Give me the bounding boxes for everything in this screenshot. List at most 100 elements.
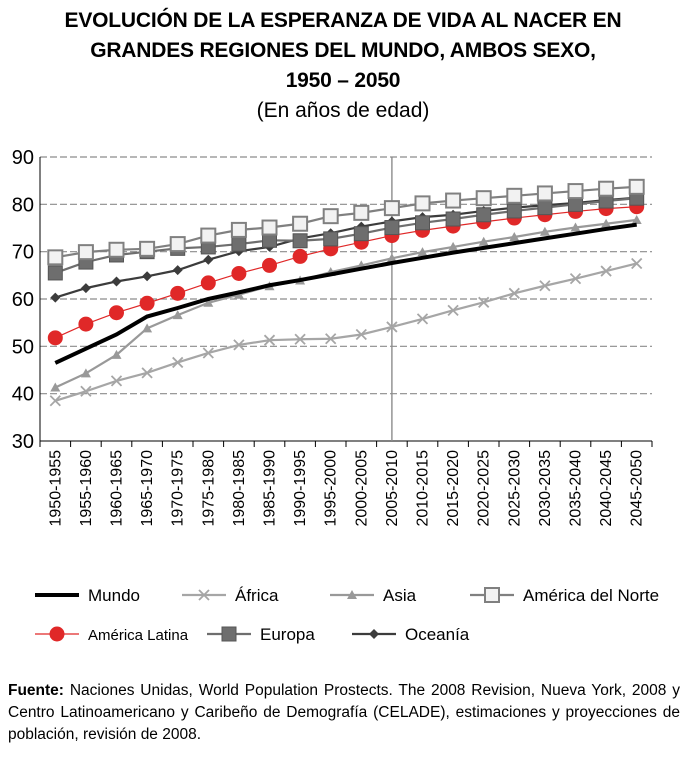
data-point-europa (476, 207, 492, 223)
legend-label: Mundo (88, 586, 140, 605)
data-point-america-del-norte (230, 221, 247, 238)
data-point-oceania (50, 292, 61, 303)
data-point-asia (50, 382, 61, 392)
data-point-asia (570, 222, 581, 232)
data-point-asia (601, 218, 612, 228)
source-text: Naciones Unidas, World Population Proste… (8, 682, 680, 743)
x-tick-label: 1970-1975 (170, 450, 187, 527)
legend-marker (221, 626, 237, 642)
series-line-asia (54, 218, 637, 389)
data-point-asia (631, 214, 642, 224)
series-line-africa (54, 262, 637, 402)
data-point-america-del-norte (139, 240, 156, 257)
x-tick-label: 2025-2030 (506, 450, 523, 527)
y-tick-label: 40 (12, 384, 34, 406)
y-tick-label: 70 (12, 242, 34, 264)
x-tick-label: 2030-2035 (537, 450, 554, 527)
legend-item-america-latina: América Latina (35, 626, 189, 644)
y-tick-label: 90 (12, 147, 34, 169)
data-point-america-del-norte (322, 208, 339, 225)
x-tick-label: 2005-2010 (384, 450, 401, 527)
legend-marker (347, 590, 357, 599)
data-point-america-latina (170, 285, 186, 301)
legend-item-asia: Asia (330, 586, 417, 605)
x-tick-label: 2010-2015 (415, 450, 432, 527)
data-point-africa (386, 321, 398, 333)
data-point-america-del-norte (536, 185, 553, 202)
data-point-africa (263, 334, 276, 346)
x-tick-label: 1985-1990 (262, 450, 279, 527)
data-point-america-latina (200, 275, 216, 291)
data-point-america-latina (231, 265, 247, 281)
chart-title-line-1: EVOLUCIÓN DE LA ESPERANZA DE VIDA AL NAC… (64, 9, 622, 32)
data-point-america-latina (262, 257, 277, 273)
data-point-america-del-norte (598, 180, 615, 197)
legend-marker (198, 589, 210, 601)
data-point-america-del-norte (628, 178, 645, 195)
data-point-asia (417, 247, 428, 257)
x-tick-label: 1980-1985 (231, 450, 248, 527)
x-tick-label: 1950-1955 (47, 450, 64, 527)
x-tick-label: 1960-1965 (109, 450, 126, 527)
legend-marker (49, 626, 65, 642)
x-tick-label: 1975-1980 (200, 450, 217, 527)
series-asia (50, 214, 642, 392)
legend-item-mundo: Mundo (35, 586, 140, 605)
x-tick-label: 2040-2045 (598, 450, 615, 527)
data-point-europa (292, 233, 308, 249)
data-point-asia (539, 226, 550, 236)
data-point-africa (49, 395, 61, 407)
x-tick-label: 2000-2005 (353, 450, 370, 527)
data-point-africa (141, 367, 153, 379)
data-point-africa (294, 333, 306, 345)
data-point-europa (353, 226, 369, 242)
data-point-america-del-norte (506, 187, 523, 204)
data-point-asia (386, 253, 397, 263)
data-point-america-del-norte (200, 227, 217, 244)
source-note: Fuente: Naciones Unidas, World Populatio… (8, 680, 680, 746)
series-mundo (54, 222, 637, 365)
data-point-africa (80, 385, 92, 397)
data-point-africa (355, 328, 367, 341)
legend-marker (369, 629, 379, 639)
legend-label: África (235, 586, 279, 605)
data-point-oceania (203, 254, 214, 265)
data-point-asia (509, 231, 520, 241)
data-point-africa (508, 287, 520, 299)
series-oceania (50, 192, 642, 303)
data-point-america-latina (292, 248, 308, 264)
legend-label: Asia (383, 586, 417, 605)
x-tick-label: 2045-2050 (629, 450, 646, 527)
data-point-asia (80, 368, 91, 378)
data-point-oceania (80, 283, 91, 294)
data-point-africa (539, 280, 551, 292)
data-point-europa (231, 236, 247, 252)
data-point-africa (600, 265, 612, 277)
data-point-america-del-norte (47, 249, 64, 266)
legend-label: América del Norte (523, 586, 659, 605)
data-point-africa (478, 296, 490, 308)
data-point-america-latina (47, 330, 63, 346)
data-point-america-latina (139, 295, 155, 311)
data-point-asia (172, 310, 183, 320)
chart-subtitle: (En años de edad) (256, 99, 430, 122)
data-point-africa (325, 333, 337, 345)
series-line-mundo (54, 222, 637, 365)
data-point-africa (172, 356, 184, 369)
data-point-europa (568, 196, 583, 212)
legend-item-america-del-norte: América del Norte (470, 586, 659, 605)
data-point-america-del-norte (261, 219, 278, 236)
data-point-america-del-norte (383, 200, 400, 217)
x-tick-label: 1955-1960 (78, 450, 95, 527)
legend-item-africa: África (182, 586, 279, 605)
y-tick-label: 30 (12, 431, 34, 453)
data-point-africa (447, 304, 459, 316)
legend-item-europa: Europa (207, 625, 315, 644)
data-point-asia (448, 241, 459, 251)
x-tick-label: 1965-1970 (139, 450, 156, 527)
data-point-america-del-norte (567, 183, 584, 200)
data-point-asia (203, 297, 214, 307)
data-point-africa (416, 313, 429, 325)
x-tick-label: 1990-1995 (292, 450, 309, 527)
series-africa (49, 257, 643, 407)
